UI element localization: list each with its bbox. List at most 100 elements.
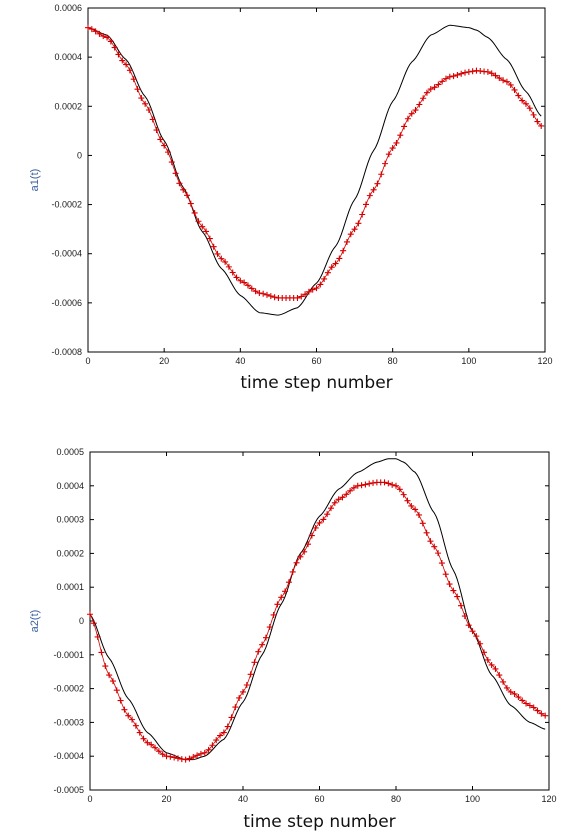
- data-point: [500, 77, 507, 84]
- data-point: [335, 496, 342, 503]
- data-point: [149, 116, 156, 123]
- data-point: [111, 44, 118, 51]
- data-point: [336, 255, 343, 262]
- data-point: [305, 541, 312, 548]
- data-point: [511, 86, 518, 93]
- series-2-trace: [87, 27, 542, 299]
- data-point: [492, 72, 499, 79]
- data-point: [534, 707, 541, 714]
- y-tick-label: 0.0004: [54, 52, 82, 62]
- data-point: [294, 294, 301, 301]
- data-point: [171, 754, 178, 761]
- data-point: [134, 86, 141, 93]
- data-point: [289, 568, 296, 575]
- data-point: [469, 628, 476, 635]
- data-point: [209, 742, 216, 749]
- data-point: [301, 548, 308, 555]
- data-point: [317, 281, 324, 288]
- data-point: [220, 729, 227, 736]
- data-point: [241, 279, 248, 286]
- data-point: [431, 543, 438, 550]
- data-point: [312, 524, 319, 531]
- data-point: [385, 151, 392, 158]
- data-point: [465, 622, 472, 629]
- data-point: [431, 84, 438, 91]
- data-point: [366, 192, 373, 199]
- data-point: [126, 67, 133, 74]
- data-point: [359, 211, 366, 218]
- data-point: [382, 160, 389, 167]
- data-point: [129, 716, 136, 723]
- data-point: [293, 559, 300, 566]
- data-point: [218, 255, 225, 262]
- data-point: [206, 235, 213, 242]
- x-tick-label: 20: [161, 794, 171, 804]
- series-1-line: [87, 24, 542, 316]
- data-point: [225, 263, 232, 270]
- y-tick-label: -0.0004: [51, 249, 82, 259]
- data-point: [203, 228, 210, 235]
- data-point: [266, 624, 273, 631]
- data-point: [247, 671, 254, 678]
- data-point: [343, 491, 350, 498]
- data-point: [321, 275, 328, 282]
- data-point: [442, 571, 449, 578]
- data-point: [121, 706, 128, 713]
- data-point: [378, 171, 385, 178]
- data-point: [274, 601, 281, 608]
- data-point: [427, 86, 434, 93]
- data-point: [507, 688, 514, 695]
- plot-frame: [87, 7, 546, 353]
- data-point: [477, 640, 484, 647]
- data-point: [159, 751, 166, 758]
- data-point: [412, 107, 419, 114]
- data-point: [358, 482, 365, 489]
- data-point: [255, 648, 262, 655]
- data-point: [182, 756, 189, 763]
- data-point: [174, 755, 181, 762]
- x-axis-title: time step number: [240, 373, 392, 393]
- y-tick-label: -0.0001: [53, 650, 84, 660]
- data-point: [507, 81, 514, 88]
- data-point: [526, 702, 533, 709]
- data-point: [251, 659, 258, 666]
- x-tick-label: 0: [85, 356, 90, 366]
- y-tick-label: 0.0004: [56, 481, 84, 491]
- data-point: [172, 170, 179, 177]
- data-point: [458, 70, 465, 77]
- x-tick-label: 20: [159, 356, 169, 366]
- data-point: [308, 532, 315, 539]
- chart-2: 0 20 40 60 80 100 120 0.0005 0.0004 0.0003 0.0002 0…: [29, 447, 557, 831]
- data-point: [282, 588, 289, 595]
- data-point: [107, 38, 114, 45]
- data-point: [117, 697, 124, 704]
- data-point: [180, 186, 187, 193]
- data-point: [113, 687, 120, 694]
- data-point: [446, 581, 453, 588]
- data-point: [465, 68, 472, 75]
- data-point: [313, 285, 320, 292]
- data-point: [439, 78, 446, 85]
- data-point: [243, 681, 250, 688]
- data-point: [404, 115, 411, 122]
- data-point: [248, 285, 255, 292]
- data-point: [496, 75, 503, 82]
- x-tick-label: 80: [391, 794, 401, 804]
- data-point: [435, 81, 442, 88]
- data-point: [205, 746, 212, 753]
- data-point: [194, 752, 201, 759]
- data-point: [100, 33, 107, 40]
- y-tick-label: 0.0002: [54, 101, 82, 111]
- data-point: [191, 209, 198, 216]
- data-point: [298, 293, 305, 300]
- data-point: [343, 238, 350, 245]
- data-point: [397, 132, 404, 139]
- data-point: [324, 511, 331, 518]
- x-tick-label: 120: [541, 794, 556, 804]
- data-point: [420, 95, 427, 102]
- data-point: [515, 694, 522, 701]
- data-point: [190, 754, 197, 761]
- data-point: [462, 69, 469, 76]
- x-tick-label: 40: [235, 356, 245, 366]
- data-point: [237, 277, 244, 284]
